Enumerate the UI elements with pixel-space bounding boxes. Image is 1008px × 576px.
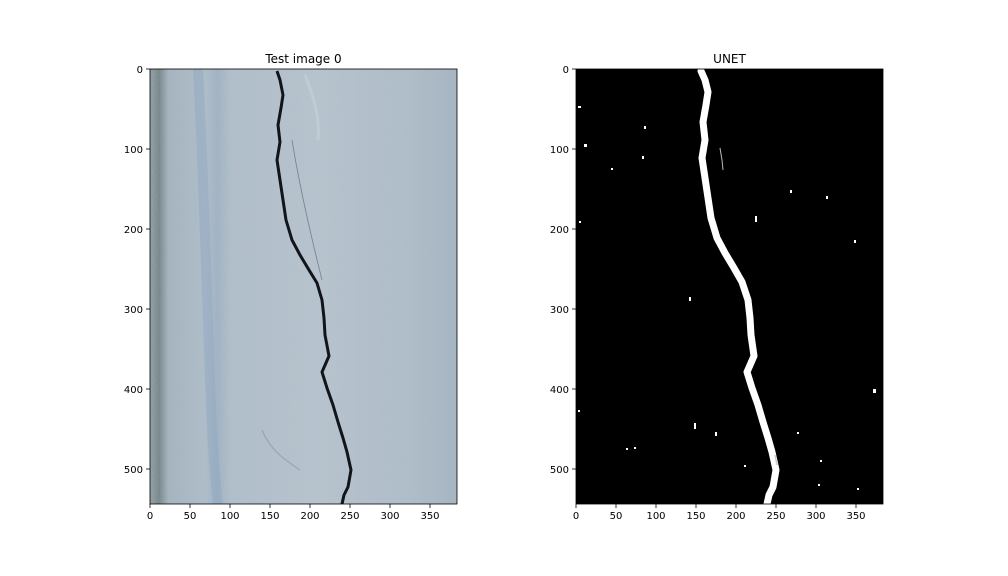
- x-tick-label: 100: [646, 511, 665, 522]
- y-tick-label: 500: [124, 465, 143, 476]
- x-tick-label: 350: [846, 511, 865, 522]
- x-tick-label: 250: [340, 511, 359, 522]
- y-tick-label: 0: [137, 65, 143, 76]
- x-tick-label: 150: [686, 511, 705, 522]
- x-axis: 0 50 100 150 200 250 300 350: [147, 504, 440, 522]
- y-tick-label: 300: [124, 305, 143, 316]
- panel-title: Test image 0: [264, 52, 341, 66]
- x-tick-label: 200: [726, 511, 745, 522]
- x-tick-label: 0: [147, 511, 153, 522]
- segmentation-mask: [576, 69, 883, 504]
- y-tick-label: 400: [124, 385, 143, 396]
- x-tick-label: 50: [184, 511, 197, 522]
- y-tick-label: 100: [124, 145, 143, 156]
- x-tick-label: 50: [610, 511, 623, 522]
- concrete-photo: [150, 69, 457, 504]
- x-tick-label: 200: [300, 511, 319, 522]
- panel-title: UNET: [713, 52, 746, 66]
- x-tick-label: 300: [806, 511, 825, 522]
- y-axis: 0 100 200 300 400 500: [550, 65, 576, 476]
- y-tick-label: 200: [550, 225, 569, 236]
- axes-frame: [149, 68, 458, 505]
- x-tick-label: 350: [420, 511, 439, 522]
- axes-frame: [575, 68, 884, 505]
- y-axis: 0 100 200 300 400 500: [124, 65, 150, 476]
- panel-unet-mask: UNET: [550, 52, 884, 522]
- x-tick-label: 100: [220, 511, 239, 522]
- y-tick-label: 400: [550, 385, 569, 396]
- y-tick-label: 200: [124, 225, 143, 236]
- x-tick-label: 0: [573, 511, 579, 522]
- x-axis: 0 50 100 150 200 250 300 350: [573, 504, 866, 522]
- y-tick-label: 300: [550, 305, 569, 316]
- x-tick-label: 150: [260, 511, 279, 522]
- x-tick-label: 300: [380, 511, 399, 522]
- panel-test-image: Test image 0 0: [124, 52, 458, 522]
- y-tick-label: 100: [550, 145, 569, 156]
- y-tick-label: 0: [563, 65, 569, 76]
- y-tick-label: 500: [550, 465, 569, 476]
- x-tick-label: 250: [766, 511, 785, 522]
